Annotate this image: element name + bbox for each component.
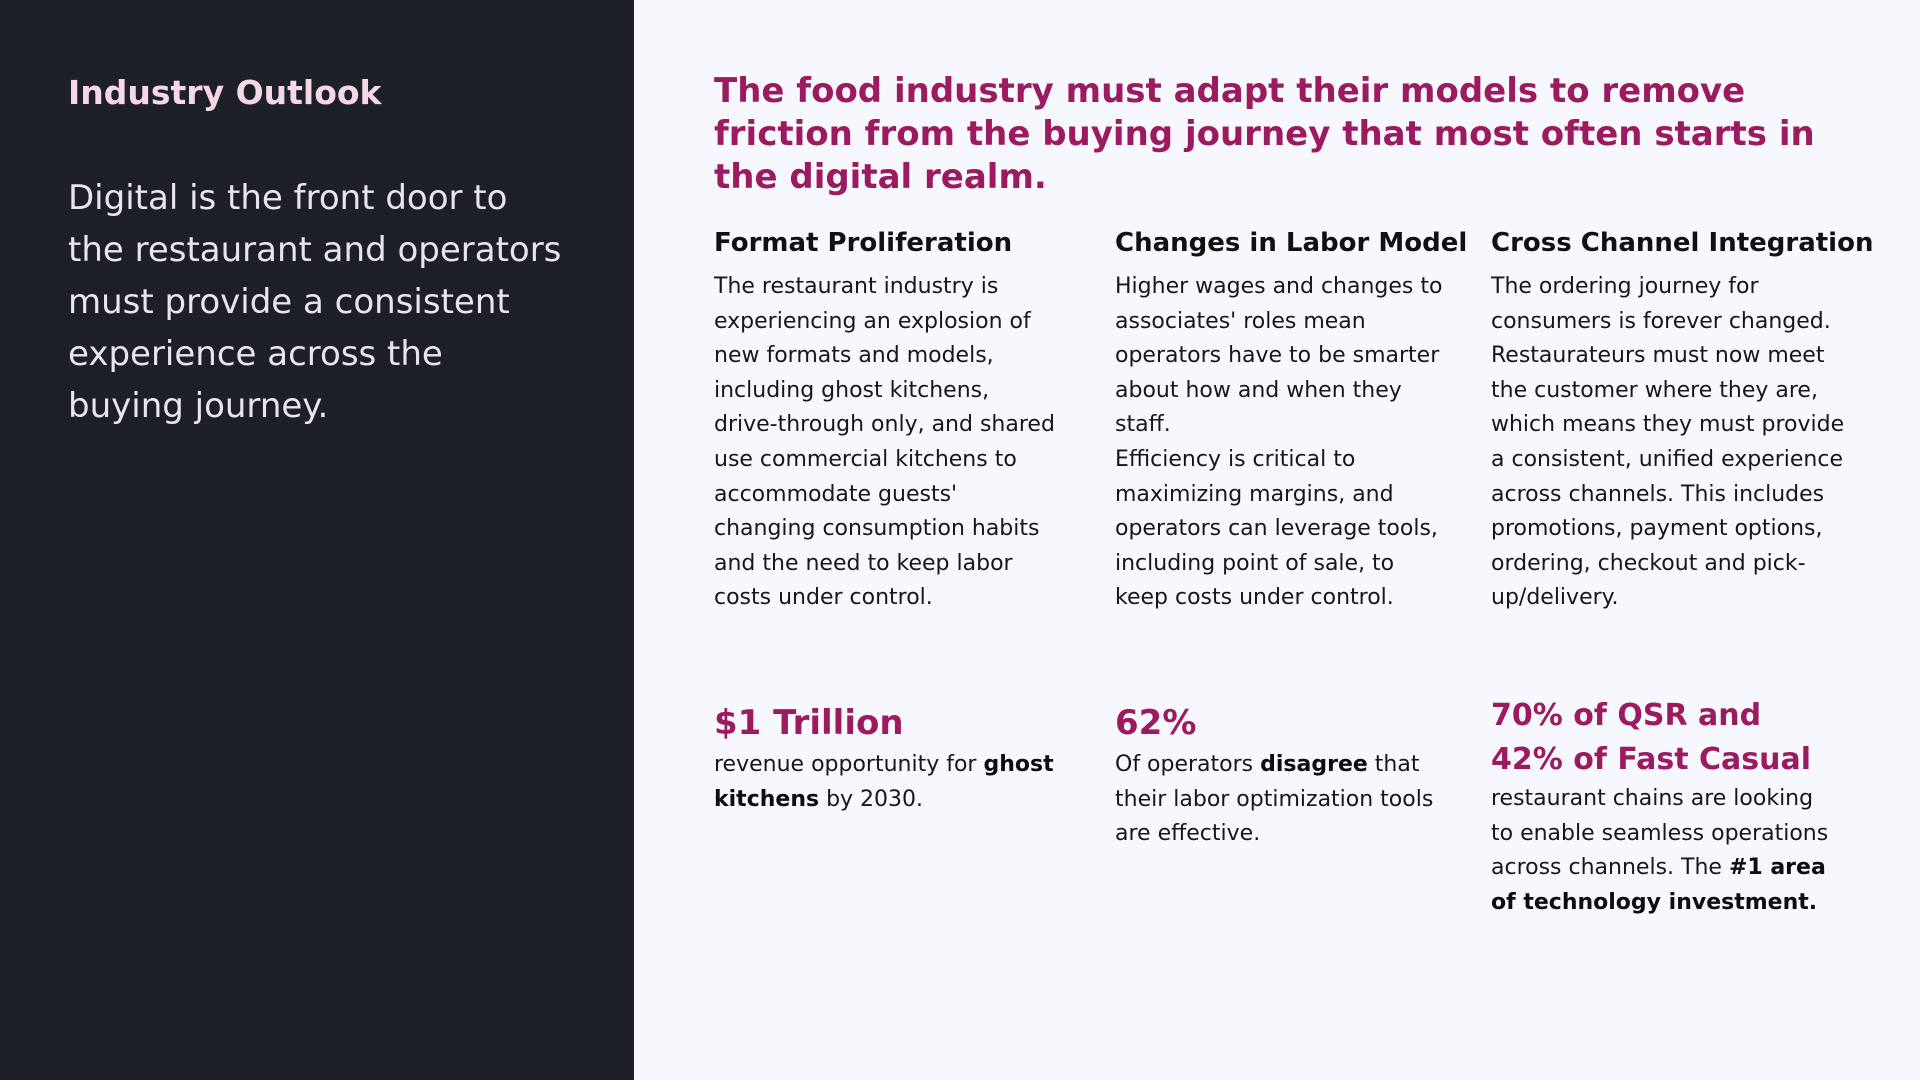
page-headline: The food industry must adapt their model… <box>714 71 1815 197</box>
column-body: The ordering journey for consumers is fo… <box>1491 270 1861 616</box>
column-labor-model: Changes in Labor Model Higher wages and … <box>1115 222 1468 616</box>
stat-value: $1 Trillion <box>714 703 904 743</box>
stat-desc-emphasis: disagree <box>1260 752 1368 777</box>
column-paragraph: Efficiency is critical to maximizing mar… <box>1115 446 1438 611</box>
stat-labor-tools: 62% Of operators disagree that their lab… <box>1115 698 1455 852</box>
column-paragraph: Higher wages and changes to associates' … <box>1115 274 1443 438</box>
column-title: Cross Channel Integration <box>1491 228 1874 258</box>
stat-desc-emphasis: #1 area of technology investment. <box>1491 855 1826 915</box>
stat-desc-text: by 2030. <box>819 786 924 812</box>
stat-desc-emphasis: ghost kitchens <box>714 752 1054 812</box>
stat-value: 70% of QSR and 42% of Fast Casual <box>1491 698 1811 777</box>
section-label: Industry Outlook <box>68 73 382 112</box>
stat-desc-text: Of operators <box>1115 752 1261 777</box>
stat-desc-text: that their labor optimization tools are … <box>1115 752 1434 847</box>
column-title: Format Proliferation <box>714 228 1013 258</box>
sidebar-statement: Digital is the front door to the restaur… <box>68 178 562 426</box>
column-body: The restaurant industry is experiencing … <box>714 270 1059 616</box>
column-body: Higher wages and changes to associates' … <box>1115 270 1445 616</box>
sidebar-panel: Industry Outlook Digital is the front do… <box>0 0 634 1080</box>
column-format-proliferation: Format Proliferation The restaurant indu… <box>714 222 1059 616</box>
stat-value: 62% <box>1115 703 1197 743</box>
column-paragraph: The restaurant industry is experiencing … <box>714 274 1055 611</box>
column-title: Changes in Labor Model <box>1115 228 1468 258</box>
main-content: The food industry must adapt their model… <box>634 0 1920 1080</box>
stat-cross-channel: 70% of QSR and 42% of Fast Casual restau… <box>1491 694 1831 920</box>
stat-description: restaurant chains are looking to enable … <box>1491 782 1831 920</box>
stat-desc-text: restaurant chains are looking to enable … <box>1491 786 1829 881</box>
stat-description: revenue opportunity for ghost kitchens b… <box>714 748 1059 817</box>
column-paragraph: The ordering journey for consumers is fo… <box>1491 274 1845 611</box>
stat-ghost-kitchens: $1 Trillion revenue opportunity for ghos… <box>714 698 1059 817</box>
stat-description: Of operators disagree that their labor o… <box>1115 748 1455 852</box>
column-cross-channel: Cross Channel Integration The ordering j… <box>1491 222 1874 616</box>
stat-desc-text: revenue opportunity for <box>714 752 984 777</box>
